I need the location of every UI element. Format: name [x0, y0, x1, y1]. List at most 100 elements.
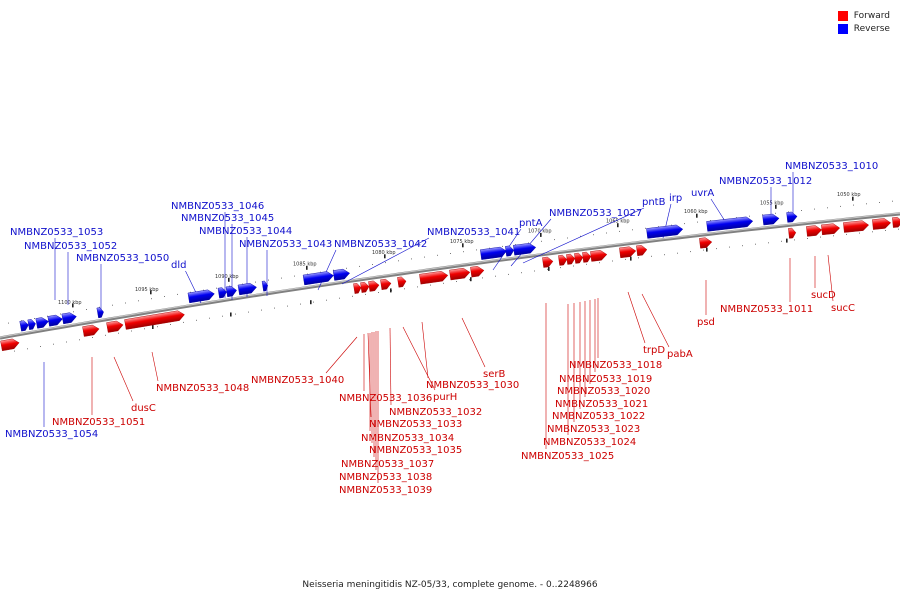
minor-dot — [872, 231, 873, 233]
gene-label-nmbnz0533-1043: NMBNZ0533_1043 — [239, 239, 332, 250]
minor-dot — [866, 203, 867, 205]
reverse-gene — [261, 280, 268, 292]
minor-dot — [365, 293, 366, 295]
major-tick — [72, 303, 74, 308]
minor-dot — [79, 339, 80, 341]
gene-label-nmbnz0533-1053: NMBNZ0533_1053 — [10, 227, 103, 238]
minor-dot — [801, 210, 802, 211]
minor-dot — [443, 282, 444, 284]
minor-dot — [125, 302, 126, 304]
forward-leader-line — [325, 336, 358, 374]
minor-dot — [196, 319, 197, 321]
gene-label-succ: sucC — [831, 303, 855, 314]
minor-dot — [521, 272, 522, 274]
reverse-gene — [706, 216, 754, 232]
forward-leader-line — [641, 293, 670, 348]
gene-label-nmbnz0533-1048: NMBNZ0533_1048 — [156, 383, 249, 394]
minor-dot — [242, 283, 243, 285]
reverse-gene — [187, 289, 215, 304]
forward-gene — [397, 276, 407, 288]
minor-dot — [437, 254, 438, 256]
forward-gene — [106, 320, 124, 333]
minor-dot — [99, 306, 100, 308]
minor-dot — [417, 286, 418, 288]
scale-tick-label: 1050 kbp — [837, 192, 861, 198]
gene-label-psd: psd — [697, 317, 715, 328]
gene-label-uvra: uvrA — [691, 188, 714, 199]
major-tick — [852, 196, 854, 201]
minor-dot — [502, 245, 503, 247]
forward-gene — [0, 338, 20, 352]
minor-dot — [14, 350, 15, 352]
forward-gene — [582, 251, 592, 263]
minor-dot — [554, 239, 555, 241]
gene-label-nmbnz0533-1052: NMBNZ0533_1052 — [24, 241, 117, 252]
forward-gene — [574, 252, 584, 264]
minor-dot — [658, 226, 659, 228]
forward-gene — [470, 266, 485, 278]
gene-label-trpd: trpD — [643, 345, 665, 356]
reverse-gene — [332, 268, 350, 281]
reverse-gene — [480, 246, 508, 260]
minor-dot — [508, 273, 509, 275]
forward-gene — [699, 237, 713, 249]
minor-dot — [131, 330, 132, 332]
minor-dot — [404, 288, 405, 290]
scale-tick-label: 1075 kbp — [450, 239, 474, 245]
minor-dot — [697, 221, 698, 223]
gene-label-sucd: sucD — [811, 290, 836, 301]
minor-dot — [112, 304, 113, 306]
minor-dot — [567, 237, 568, 239]
forward-gene — [821, 223, 841, 236]
gene-label-nmbnz0533-1042: NMBNZ0533_1042 — [334, 239, 427, 250]
minor-dot — [235, 313, 236, 315]
gene-label-nmbnz0533-1039: NMBNZ0533_1039 — [339, 485, 432, 496]
forward-leader-line — [627, 291, 646, 344]
minor-dot — [827, 207, 828, 209]
minor-dot — [222, 315, 223, 317]
forward-leader-line — [389, 327, 392, 406]
forward-leader-line — [421, 321, 429, 379]
minor-dot — [625, 258, 626, 260]
minor-dot — [573, 265, 574, 267]
minor-dot — [209, 317, 210, 319]
gene-label-nmbnz0533-1044: NMBNZ0533_1044 — [199, 226, 292, 237]
forward-gene — [619, 246, 637, 259]
gene-label-nmbnz0533-1027: NMBNZ0533_1027 — [549, 208, 642, 219]
minor-dot — [645, 227, 646, 229]
forward-swatch — [837, 10, 848, 21]
minor-dot — [853, 204, 854, 206]
major-tick — [470, 277, 472, 282]
gene-label-nmbnz0533-1032: NMBNZ0533_1032 — [389, 407, 482, 418]
minor-dot — [385, 262, 386, 264]
reverse-gene — [61, 312, 77, 325]
major-tick — [230, 312, 232, 317]
minor-dot — [346, 267, 347, 269]
reverse-gene — [513, 243, 537, 256]
gene-label-nmbnz0533-1054: NMBNZ0533_1054 — [5, 429, 98, 440]
gene-label-nmbnz0533-1012: NMBNZ0533_1012 — [719, 176, 812, 187]
scale-tick-label: 1080 kbp — [372, 250, 396, 256]
minor-dot — [229, 285, 230, 287]
gene-label-nmbnz0533-1022: NMBNZ0533_1022 — [552, 411, 645, 422]
minor-dot — [60, 313, 61, 315]
minor-dot — [716, 248, 717, 250]
forward-gene — [380, 278, 392, 290]
reverse-gene — [96, 307, 104, 319]
forward-leader-line — [113, 356, 134, 402]
minor-dot — [118, 332, 119, 334]
minor-dot — [339, 297, 340, 299]
minor-dot — [164, 296, 165, 297]
minor-dot — [632, 229, 633, 231]
minor-dot — [560, 267, 561, 269]
major-tick — [630, 256, 632, 261]
minor-dot — [261, 309, 262, 311]
minor-dot — [528, 242, 529, 244]
gene-label-nmbnz0533-1050: NMBNZ0533_1050 — [76, 253, 169, 264]
forward-gene — [636, 245, 648, 256]
forward-gene — [806, 225, 823, 237]
minor-dot — [749, 215, 750, 217]
major-tick — [390, 288, 392, 293]
gene-label-nmbnz0533-1023: NMBNZ0533_1023 — [547, 424, 640, 435]
